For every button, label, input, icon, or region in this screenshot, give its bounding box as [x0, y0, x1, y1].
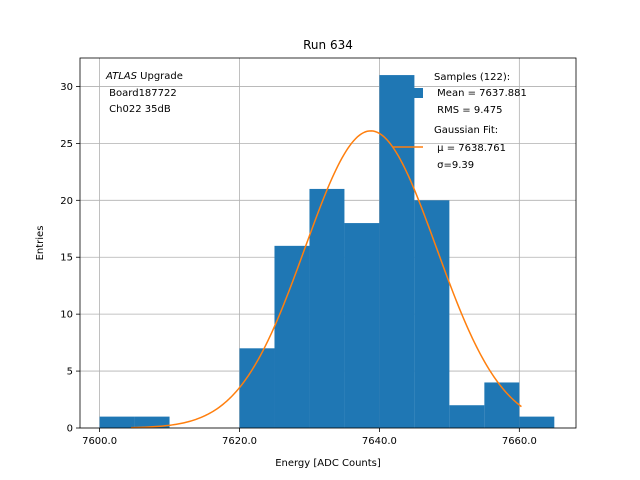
y-tick-label: 25: [60, 139, 73, 150]
annotation-line-3: Ch022 35dB: [106, 104, 171, 115]
plot-frame: [79, 57, 577, 429]
y-tick-label: 20: [60, 196, 73, 207]
y-tick-label: 30: [60, 82, 73, 93]
y-axis-label: Entries: [35, 226, 46, 261]
histogram-bar: [449, 405, 485, 428]
histogram-bar: [414, 200, 450, 428]
y-tick-label: 5: [67, 367, 73, 378]
x-tick-label: 7640.0: [362, 436, 397, 447]
legend-fit-mu: μ = 7638.761: [434, 143, 506, 154]
histogram-bar: [309, 188, 345, 428]
annotation-line-2: Board187722: [106, 88, 177, 99]
legend-samples-swatch: [393, 88, 423, 98]
x-tick-label: 7660.0: [502, 436, 537, 447]
bars-layer: [99, 75, 555, 429]
chart-title: Run 634: [303, 38, 353, 52]
x-ticks: 7600.0 7620.0 7640.0 7660.0: [82, 428, 537, 447]
legend-samples-title: Samples (122):: [434, 72, 510, 83]
y-ticks: 0 5 10 15 20 25 30: [60, 82, 80, 435]
histogram-bar: [484, 382, 520, 428]
legend-samples-mean: Mean = 7637.881: [434, 88, 527, 99]
y-tick-label: 0: [67, 424, 73, 435]
fit-layer: [131, 130, 522, 429]
annotation-line-1: ATLAS Upgrade: [105, 71, 183, 82]
legend: Samples (122): Mean = 7637.881 RMS = 9.4…: [393, 72, 527, 171]
legend-fit-sigma: σ=9.39: [434, 160, 474, 171]
y-tick-label: 15: [60, 253, 73, 264]
histogram-bar: [379, 75, 415, 429]
legend-fit-title: Gaussian Fit:: [434, 125, 498, 136]
histogram-bar: [134, 416, 170, 428]
histogram-bar: [344, 223, 380, 428]
annotation-atlas: ATLAS: [105, 71, 138, 82]
x-tick-label: 7600.0: [82, 436, 117, 447]
histogram-bar: [274, 245, 310, 428]
atlas-annotation: ATLAS Upgrade Board187722 Ch022 35dB: [105, 71, 183, 115]
x-tick-label: 7620.0: [222, 436, 257, 447]
y-tick-label: 10: [60, 310, 73, 321]
histogram-bar: [99, 416, 135, 428]
legend-samples-rms: RMS = 9.475: [434, 105, 502, 116]
annotation-upgrade: Upgrade: [137, 71, 183, 82]
gaussian-fit-curve: [131, 130, 522, 429]
histogram-bar: [519, 416, 555, 428]
x-axis-label: Energy [ADC Counts]: [275, 458, 381, 469]
